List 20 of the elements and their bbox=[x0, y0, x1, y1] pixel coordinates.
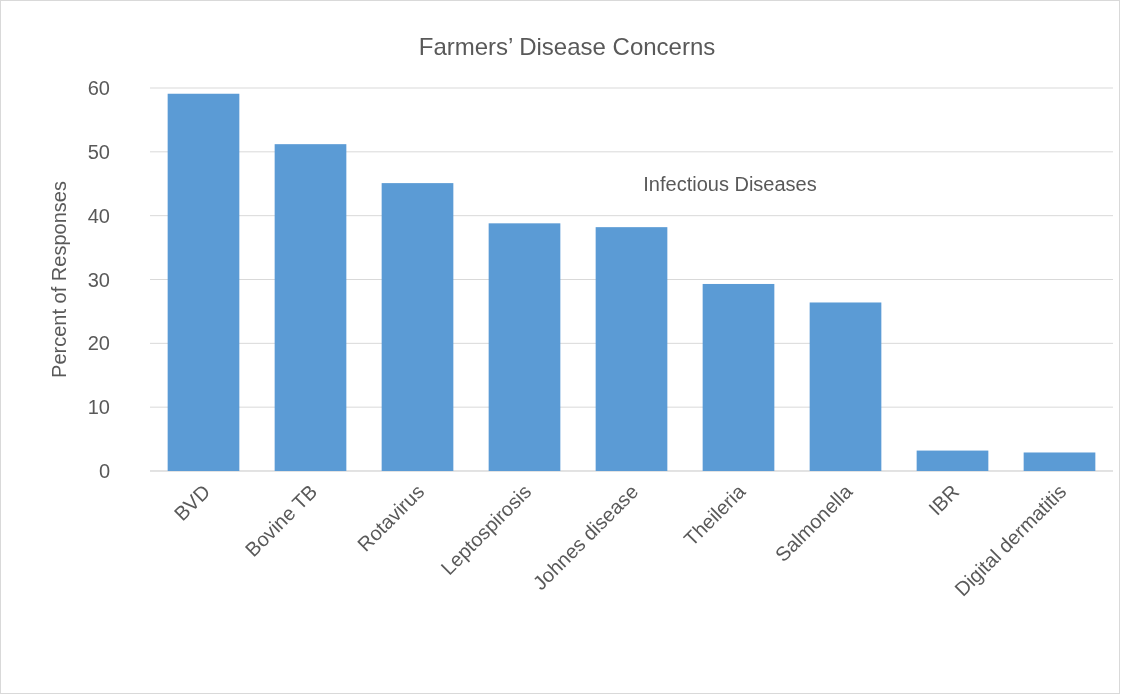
bar bbox=[702, 283, 775, 471]
y-tick-label: 20 bbox=[87, 332, 110, 355]
bar bbox=[916, 450, 989, 471]
chart-title: Farmers’ Disease Concerns bbox=[418, 33, 716, 60]
bar bbox=[381, 183, 454, 471]
bar bbox=[488, 223, 561, 471]
y-axis-title: Percent of Responses bbox=[48, 181, 70, 378]
y-tick-label: 30 bbox=[87, 268, 110, 291]
y-tick-label: 40 bbox=[87, 204, 110, 227]
annotation: Infectious Diseases bbox=[643, 173, 817, 195]
x-tick-label: IBR bbox=[924, 480, 964, 520]
bar bbox=[595, 227, 668, 471]
y-tick-label: 60 bbox=[87, 77, 110, 99]
bar bbox=[274, 144, 347, 471]
bar bbox=[167, 93, 240, 471]
y-tick-label: 10 bbox=[87, 396, 110, 419]
y-tick-label: 0 bbox=[98, 460, 110, 482]
bar bbox=[1023, 452, 1096, 471]
y-tick-label: 50 bbox=[87, 140, 110, 163]
bar bbox=[809, 302, 882, 471]
